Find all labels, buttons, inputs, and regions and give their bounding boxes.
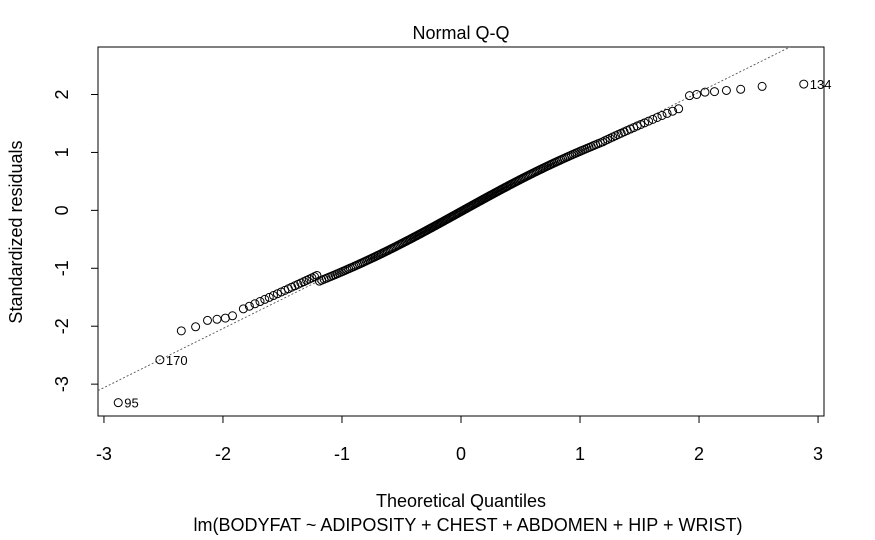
y-tick-label: 1 — [52, 147, 72, 157]
qq-point — [692, 90, 702, 100]
qq-point — [264, 292, 274, 302]
qq-point — [191, 322, 201, 332]
qq-point — [644, 116, 654, 126]
qq-point — [598, 137, 608, 147]
qq-point — [721, 85, 731, 95]
data-points — [113, 79, 809, 408]
qq-point — [640, 118, 650, 128]
qq-point — [312, 270, 322, 280]
x-tick-label: 0 — [456, 444, 466, 464]
reference-line — [97, 46, 791, 391]
x-tick-label: 1 — [575, 444, 585, 464]
y-tick-label: -1 — [52, 260, 72, 276]
outlier-label: 134 — [810, 77, 832, 92]
qq-point — [155, 355, 165, 365]
y-tick-label: -3 — [52, 376, 72, 392]
qq-point — [710, 87, 720, 97]
qq-point — [227, 311, 237, 321]
y-tick-label: -2 — [52, 318, 72, 334]
x-tick-label: -2 — [215, 444, 231, 464]
qq-point — [238, 304, 248, 314]
qq-point — [799, 79, 809, 89]
qq-point — [212, 314, 222, 324]
outlier-label: 95 — [124, 396, 138, 411]
qq-point — [657, 110, 667, 120]
qq-point — [113, 398, 123, 408]
qq-point — [757, 81, 767, 91]
qq-point — [255, 297, 265, 307]
qq-point — [648, 114, 658, 124]
qq-point — [244, 301, 254, 311]
qq-point — [250, 299, 260, 309]
qq-point — [662, 108, 672, 118]
qq-point — [260, 294, 270, 304]
x-tick-label: 2 — [694, 444, 704, 464]
x-axis: -3 -2 -1 0 1 2 3 — [96, 416, 823, 464]
qq-point — [674, 104, 684, 114]
qq-point — [668, 106, 678, 116]
qq-point — [736, 84, 746, 94]
y-tick-label: 0 — [52, 205, 72, 215]
x-tick-label: 3 — [813, 444, 823, 464]
qq-point — [652, 112, 662, 122]
plot-frame — [97, 46, 825, 417]
chart-subtitle: lm(BODYFAT ~ ADIPOSITY + CHEST + ABDOMEN… — [194, 515, 743, 535]
qq-point — [176, 326, 186, 336]
x-tick-label: -1 — [334, 444, 350, 464]
x-tick-label: -3 — [96, 444, 112, 464]
y-tick-label: 2 — [52, 89, 72, 99]
qq-point — [700, 87, 710, 97]
chart-title: Normal Q-Q — [412, 23, 509, 43]
qq-point — [685, 91, 695, 101]
y-axis-title: Standardized residuals — [6, 140, 26, 323]
point-labels: 95 170 134 — [124, 77, 831, 411]
qq-point — [202, 315, 212, 325]
outlier-label: 170 — [166, 353, 188, 368]
x-axis-title: Theoretical Quantiles — [376, 491, 546, 511]
y-axis: -3 -2 -1 0 1 2 — [52, 89, 98, 392]
qq-point — [268, 291, 278, 301]
